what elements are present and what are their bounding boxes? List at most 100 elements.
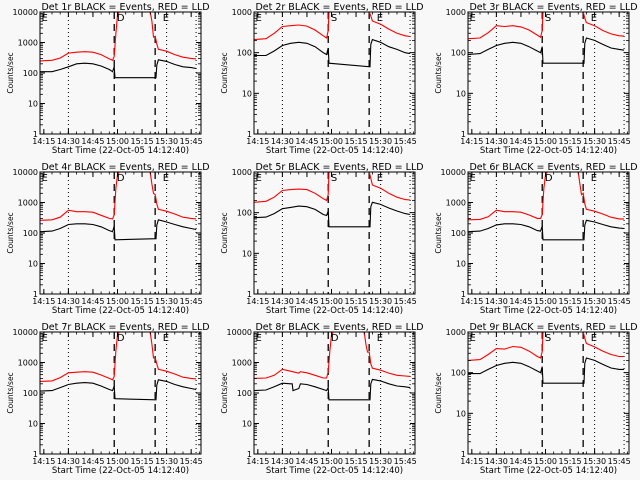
plot-frame [39,171,202,295]
interval-marker: E [591,333,597,344]
y-tick-label: 10000 [227,328,252,337]
y-axis-label: Counts/sec [220,372,229,413]
series-group [468,12,625,64]
interval-marker: E [42,13,48,24]
y-tick-label: 100 [23,229,38,238]
series-line-events [468,37,625,64]
x-tick-label: 15:30 [583,137,606,146]
y-axis-label: Counts/sec [220,212,229,253]
chart-title: Det 2r BLACK = Events, RED = LLD [255,2,423,13]
interval-marker: D [117,333,125,344]
x-tick-label: 15:45 [180,137,203,146]
x-tick-label: 14:15 [32,297,55,306]
y-tick-label: 1000 [18,359,38,368]
x-tick-label: 14:15 [246,457,269,466]
plot-frame [39,331,202,455]
x-tick-label: 14:45 [295,137,318,146]
interval-marker: E [591,13,597,24]
y-tick-label: 100 [451,49,466,58]
x-axis-label: Start Time (22-Oct-05 14:12:40) [266,466,403,476]
series-line-events [40,219,197,241]
x-tick-label: 15:30 [369,457,392,466]
y-tick-label: 10000 [13,168,38,177]
x-tick-label: 15:45 [394,137,417,146]
plot-frame [253,11,416,135]
y-tick-label: 100 [451,369,466,378]
x-tick-label: 15:00 [320,297,343,306]
x-tick-label: 14:45 [509,457,532,466]
series-line-events [254,378,411,401]
x-tick-label: 15:30 [583,297,606,306]
x-tick-label: 14:15 [460,137,483,146]
x-tick-label: 15:00 [320,137,343,146]
x-tick-label: 15:45 [180,297,203,306]
series-line-events [254,38,411,68]
x-axis-label: Start Time (22-Oct-05 14:12:40) [480,146,617,156]
x-tick-label: 14:30 [485,457,508,466]
y-tick-label: 100 [23,389,38,398]
x-tick-label: 15:15 [131,457,154,466]
y-tick-label: 10 [242,89,252,98]
x-tick-label: 14:45 [81,297,104,306]
chart-title: Det 1r BLACK = Events, RED = LLD [41,2,209,13]
x-tick-label: 14:15 [32,457,55,466]
y-tick-label: 100 [451,229,466,238]
interval-marker: E [256,173,262,184]
y-tick-label: 10 [28,260,38,269]
chart-title: Det 7r BLACK = Events, RED = LLD [41,322,209,333]
x-tick-label: 15:45 [608,137,631,146]
y-axis-label: Counts/sec [6,52,15,93]
x-tick-label: 14:30 [57,297,80,306]
x-tick-label: 15:30 [155,137,178,146]
x-tick-label: 15:30 [583,457,606,466]
x-tick-label: 14:30 [271,457,294,466]
y-tick-label: 1 [461,130,466,139]
y-axis-label: Counts/sec [434,212,443,253]
x-axis-label: Start Time (22-Oct-05 14:12:40) [266,306,403,316]
interval-marker: E [256,13,262,24]
x-axis-label: Start Time (22-Oct-05 14:12:40) [480,306,617,316]
interval-marker: E [470,173,476,184]
x-tick-label: 14:45 [509,297,532,306]
y-tick-label: 1000 [18,39,38,48]
x-tick-label: 14:45 [295,297,318,306]
x-tick-label: 15:45 [180,457,203,466]
interval-marker: E [42,333,48,344]
x-tick-label: 15:45 [608,297,631,306]
x-axis-label: Start Time (22-Oct-05 14:12:40) [52,306,189,316]
x-tick-label: 15:00 [106,457,129,466]
series-group [254,172,411,228]
x-tick-label: 15:15 [131,137,154,146]
series-line-lld [468,332,625,361]
x-tick-label: 14:30 [485,137,508,146]
x-tick-label: 15:15 [559,137,582,146]
y-tick-label: 10000 [13,328,38,337]
interval-marker: E [42,173,48,184]
x-tick-label: 15:15 [559,297,582,306]
x-axis-label: Start Time (22-Oct-05 14:12:40) [52,466,189,476]
interval-marker: S [545,333,551,344]
x-tick-label: 14:30 [271,137,294,146]
interval-marker: E [591,173,597,184]
x-tick-label: 14:15 [460,297,483,306]
x-tick-label: 14:30 [271,297,294,306]
x-tick-label: 14:30 [485,297,508,306]
y-axis-label: Counts/sec [220,52,229,93]
series-group [468,332,625,384]
y-axis-label: Counts/sec [6,372,15,413]
y-tick-label: 10 [456,89,466,98]
y-tick-label: 10 [242,420,252,429]
series-line-events [468,357,625,384]
interval-marker: E [377,13,383,24]
interval-marker: D [545,173,553,184]
x-axis-label: Start Time (22-Oct-05 14:12:40) [52,146,189,156]
y-tick-label: 10000 [441,168,466,177]
y-tick-label: 1000 [232,8,252,17]
series-line-events [254,201,411,228]
x-tick-label: 15:15 [131,297,154,306]
